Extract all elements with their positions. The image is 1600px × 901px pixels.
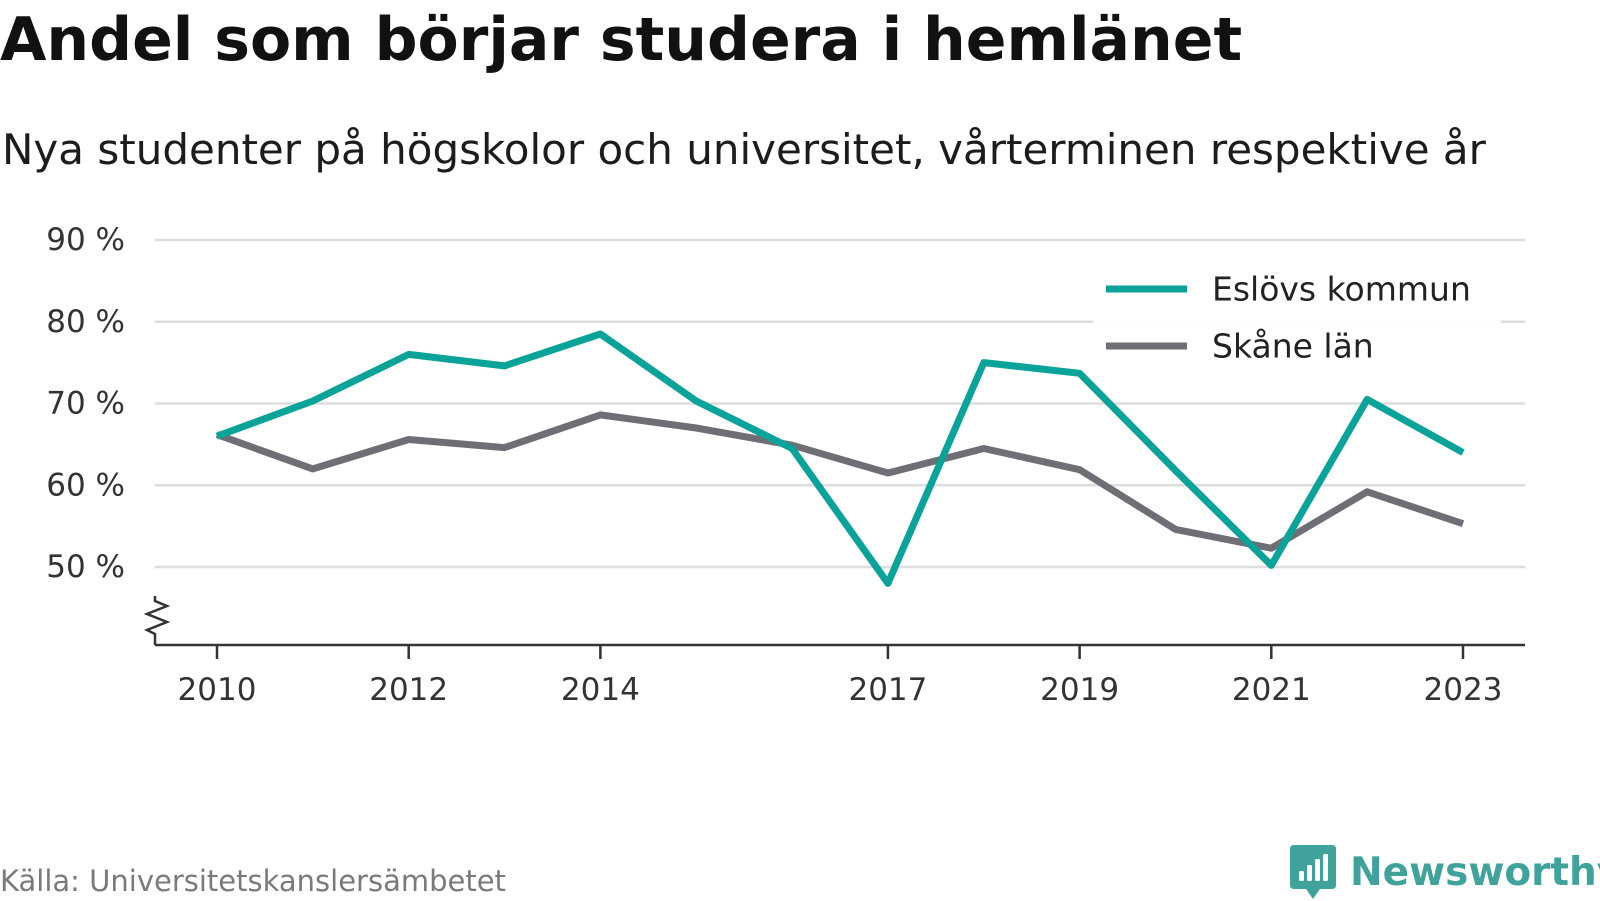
y-tick-label: 90 % (46, 222, 125, 258)
x-tick-label: 2014 (561, 672, 640, 708)
legend-label: Skåne län (1212, 327, 1374, 366)
y-tick-label: 50 % (46, 549, 125, 585)
source-note: Källa: Universitetskanslersämbetet (0, 864, 506, 898)
x-tick-label: 2010 (178, 672, 257, 708)
x-axis-tick-labels: 2010 2012 2014 2017 2019 2021 2023 (178, 645, 1503, 708)
x-tick-label: 2021 (1232, 672, 1311, 708)
series-line-skåne-län (215, 411, 1465, 552)
brand-logo: Newsworthy (1288, 843, 1600, 901)
y-axis-tick-labels: 50 % 60 % 70 % 80 % 90 % (46, 222, 125, 585)
legend-label: Eslövs kommun (1212, 270, 1471, 309)
chart-subtitle: Nya studenter på högskolor och universit… (2, 125, 1486, 174)
x-tick-label: 2019 (1040, 672, 1119, 708)
series-line-eslövs-kommun (215, 330, 1465, 587)
y-tick-label: 80 % (46, 304, 125, 340)
legend-background (1093, 262, 1501, 380)
legend: Eslövs kommun Skåne län (1093, 262, 1501, 380)
x-tick-label: 2023 (1424, 672, 1503, 708)
y-tick-label: 60 % (46, 467, 125, 503)
x-tick-label: 2012 (369, 672, 448, 708)
y-tick-label: 70 % (46, 386, 125, 422)
series-lines (215, 330, 1465, 587)
x-tick-label: 2017 (848, 672, 927, 708)
bar-chart-badge-icon (1290, 845, 1336, 899)
x-axis (143, 596, 1525, 647)
chart-title: Andel som börjar studera i hemlänet (0, 5, 1243, 75)
y-axis-break (143, 596, 171, 645)
brand-name: Newsworthy (1350, 849, 1600, 895)
